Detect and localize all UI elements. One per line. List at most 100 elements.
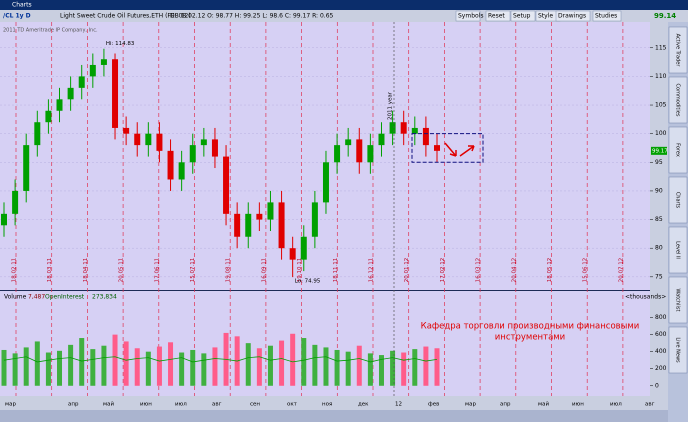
volume-bar: [45, 352, 51, 386]
volume-bar: [12, 353, 18, 386]
volume-bar: [156, 346, 162, 386]
x-tick-label: июл: [175, 402, 187, 408]
candle-body: [322, 162, 329, 203]
volume-bar: [345, 351, 351, 386]
date-marker-label: 19.08.11: [226, 258, 232, 283]
y-tick-label: 95: [655, 159, 663, 166]
side-tab-label[interactable]: Live News: [675, 337, 681, 363]
volume-bar: [401, 352, 407, 386]
candle-body: [89, 64, 96, 77]
toolbar-button[interactable]: [592, 10, 622, 22]
side-tab[interactable]: [668, 26, 688, 74]
range-box: [411, 133, 484, 163]
toolbar-button[interactable]: [510, 10, 536, 22]
volume-bar: [434, 348, 440, 386]
side-tab[interactable]: [668, 76, 688, 124]
y-tick-label: 100: [655, 130, 667, 137]
date-marker-label: 20.04.12: [511, 258, 517, 283]
toolbar-button-label[interactable]: Reset: [488, 13, 505, 20]
x-tick-label: май: [538, 401, 550, 408]
candle-body: [56, 99, 63, 111]
volume-bar: [112, 334, 118, 386]
toolbar-button[interactable]: [555, 10, 591, 22]
date-marker-label: 16.09.11: [261, 258, 267, 283]
last-price-tag: [651, 146, 667, 155]
x-tick-label: ноя: [322, 402, 332, 408]
toolbar-button-label[interactable]: Setup: [513, 13, 531, 20]
volume-bar: [290, 333, 296, 386]
date-marker-label: 16.12.11: [369, 258, 375, 283]
volume-bar: [267, 345, 273, 386]
candle-body: [400, 122, 407, 134]
side-tab-label[interactable]: Commodities: [675, 84, 681, 117]
volume-bar: [423, 346, 429, 386]
side-tab[interactable]: [668, 176, 688, 224]
volume-bar: [57, 350, 63, 386]
candle-body: [356, 139, 363, 163]
volume-bar: [90, 349, 96, 386]
candle-body: [234, 213, 241, 237]
side-tab-label[interactable]: Forex: [675, 143, 681, 157]
date-marker-label: 19.10.11: [297, 258, 303, 283]
toolbar-button-label[interactable]: Style: [538, 13, 553, 20]
y-tick-label: 0: [655, 382, 659, 389]
price-pane: [0, 22, 650, 290]
y-tick-label: 200: [655, 365, 667, 372]
candle-body: [211, 139, 218, 157]
x-tick-label: июн: [572, 402, 584, 408]
volume-bar: [378, 355, 384, 386]
candle-body: [100, 59, 107, 65]
year-label: 2011 year: [388, 91, 394, 120]
date-marker-label: 18.02.11: [12, 258, 18, 283]
candle-body: [334, 145, 341, 163]
x-tick-label: дек: [358, 402, 369, 408]
x-tick-label: мар: [465, 402, 477, 408]
toolbar-button-label[interactable]: Studies: [595, 13, 617, 20]
volume-title: Volume: [4, 294, 27, 301]
date-marker-label: 15.07.11: [190, 258, 196, 283]
candle-body: [245, 213, 252, 237]
open-interest-line: [3, 356, 438, 363]
x-tick-label: фев: [428, 402, 439, 408]
x-tick-label: окт: [287, 402, 298, 408]
volume-bar: [301, 338, 307, 386]
side-tab-label[interactable]: Watchlist: [675, 289, 681, 312]
side-tab[interactable]: [668, 126, 688, 174]
side-tab-label[interactable]: Charts: [675, 192, 681, 209]
volume-bar: [68, 344, 74, 386]
toolbar-button[interactable]: [485, 10, 511, 22]
date-marker-label: 18.04.11: [83, 258, 89, 283]
side-tab[interactable]: [668, 226, 688, 274]
candle-body: [23, 145, 30, 191]
symbol[interactable]: /CL 1y D: [3, 13, 31, 20]
y-tick-label: 80: [655, 245, 663, 252]
x-tick-label: авг: [645, 402, 655, 408]
toolbar-button-label[interactable]: Drawings: [558, 13, 586, 20]
arrow-up: [459, 145, 475, 157]
volume-bar: [323, 347, 329, 386]
volume-bar: [123, 341, 129, 386]
toolbar-button[interactable]: [455, 10, 481, 22]
volume-bar: [279, 340, 285, 386]
candle-body: [389, 122, 396, 134]
y-tick-label: 110: [655, 73, 667, 80]
date-marker-label: 18.05.12: [547, 258, 553, 283]
volume-bar: [312, 344, 318, 386]
side-tab[interactable]: [668, 326, 688, 374]
candle-body: [123, 127, 130, 134]
volume-bar: [34, 341, 40, 386]
candle-body: [34, 122, 41, 146]
side-tab-label[interactable]: Active Trader: [675, 34, 681, 68]
volume-bar: [412, 349, 418, 386]
date-marker-label: 15.06.12: [583, 258, 589, 283]
toolbar-button-label[interactable]: Symbols: [458, 13, 483, 20]
y-tick-label: 800: [655, 314, 667, 321]
side-tab-label[interactable]: Level II: [675, 241, 681, 259]
side-tab[interactable]: [668, 276, 688, 324]
candle-body: [45, 110, 52, 123]
x-tick-label: май: [103, 401, 115, 408]
candle-body: [278, 202, 285, 249]
title-bar: [0, 0, 688, 10]
last-price: 99.14: [654, 12, 676, 20]
